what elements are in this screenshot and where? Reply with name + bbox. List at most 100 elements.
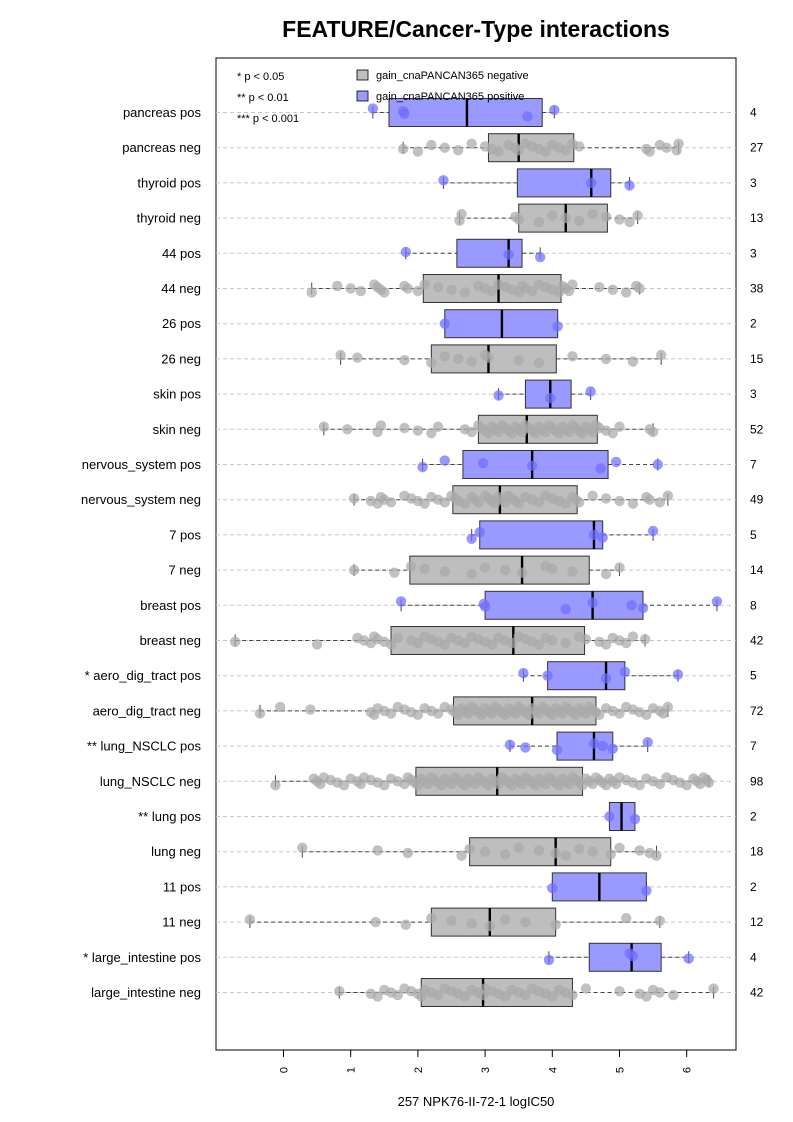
data-point	[311, 639, 323, 650]
data-point	[513, 145, 524, 156]
data-point	[459, 287, 471, 298]
data-point	[614, 562, 625, 573]
data-point	[379, 780, 390, 791]
data-point	[412, 285, 424, 297]
x-tick-label: 1	[346, 1067, 358, 1073]
group-label: lung neg	[151, 844, 201, 859]
data-point	[567, 566, 578, 577]
group-label: 11 pos	[163, 879, 202, 894]
x-tick-label: 0	[279, 1067, 291, 1073]
x-axis: 0 1 2 3 4 5 6	[279, 1049, 694, 1073]
group-count: 27	[750, 141, 764, 155]
data-point	[379, 287, 390, 298]
data-point	[560, 604, 571, 615]
data-point	[503, 249, 514, 260]
data-point	[392, 989, 403, 1001]
data-point	[402, 847, 414, 859]
data-point	[274, 701, 286, 713]
data-point	[484, 920, 496, 932]
data-point	[506, 637, 518, 649]
data-point	[605, 849, 616, 860]
data-point	[585, 386, 596, 397]
legend-label-positive: gain_cnaPANCAN365 positive	[376, 91, 524, 103]
data-point	[637, 602, 649, 614]
data-point	[627, 498, 639, 509]
data-point	[600, 673, 612, 684]
group-label: lung_NSCLC neg	[100, 774, 201, 789]
data-point	[624, 216, 635, 228]
data-point	[621, 913, 632, 924]
data-point	[474, 527, 485, 538]
plot-frame	[215, 57, 737, 1051]
data-point	[500, 991, 511, 1002]
data-point	[426, 913, 437, 924]
group-count: 72	[750, 704, 764, 718]
data-point	[459, 991, 471, 1002]
data-point	[392, 632, 403, 644]
group-label: 7 neg	[168, 563, 201, 578]
data-point	[651, 850, 662, 861]
group-count: 98	[750, 774, 764, 788]
data-point	[372, 991, 383, 1002]
data-point	[545, 392, 556, 404]
data-point	[634, 845, 645, 856]
group-counts: 4 27 3 13 3 38 2 15 3 52 7 49 5 14 8 42 5 72 7 98 2 18 2 12 4 42	[750, 106, 764, 1000]
data-point	[547, 883, 558, 894]
data-point	[486, 285, 498, 297]
x-tick-label: 2	[413, 1067, 425, 1073]
data-point	[551, 744, 563, 756]
group-label: skin pos	[153, 387, 201, 402]
data-point	[540, 146, 551, 157]
data-point	[464, 843, 475, 855]
data-point	[459, 637, 471, 649]
data-point	[466, 356, 477, 367]
data-point	[399, 108, 410, 120]
data-point	[641, 885, 652, 896]
group-label: ** lung pos	[138, 809, 201, 824]
legend-swatch-negative	[356, 69, 369, 81]
data-point	[395, 596, 407, 607]
data-point	[439, 639, 450, 650]
data-point	[573, 215, 585, 226]
data-point	[550, 919, 561, 930]
data-point	[426, 139, 437, 151]
group-count: 13	[750, 211, 764, 225]
data-point	[453, 145, 464, 156]
group-count: 5	[750, 528, 757, 542]
group-count: 14	[750, 563, 764, 577]
group-label: pancreas pos	[123, 105, 202, 120]
data-point	[419, 279, 430, 290]
data-point	[412, 637, 424, 649]
data-point	[432, 282, 444, 293]
group-label: 44 pos	[162, 246, 202, 261]
data-point	[439, 566, 450, 577]
data-point	[473, 497, 484, 508]
data-point	[332, 280, 343, 292]
data-point	[456, 209, 467, 220]
data-point	[479, 562, 491, 573]
data-point	[632, 210, 643, 221]
group-count: 7	[750, 739, 757, 753]
data-point	[560, 145, 571, 156]
data-point	[432, 421, 444, 432]
box-pos	[524, 379, 572, 409]
group-count: 2	[750, 810, 757, 824]
data-point	[417, 461, 428, 473]
data-point	[397, 143, 409, 155]
data-point	[533, 639, 545, 650]
data-point	[644, 494, 655, 505]
group-count: 3	[750, 246, 757, 260]
data-point	[560, 637, 571, 649]
data-point	[621, 637, 632, 649]
data-point	[229, 636, 241, 647]
data-point	[439, 318, 450, 329]
data-point	[547, 635, 558, 646]
data-point	[533, 216, 545, 228]
data-point	[542, 670, 553, 681]
data-point	[438, 175, 449, 186]
data-point	[549, 104, 560, 116]
legend-label-negative: gain_cnaPANCAN365 negative	[376, 70, 529, 82]
data-point	[654, 915, 666, 926]
data-point	[573, 141, 585, 152]
legend-swatch-positive	[356, 90, 369, 102]
